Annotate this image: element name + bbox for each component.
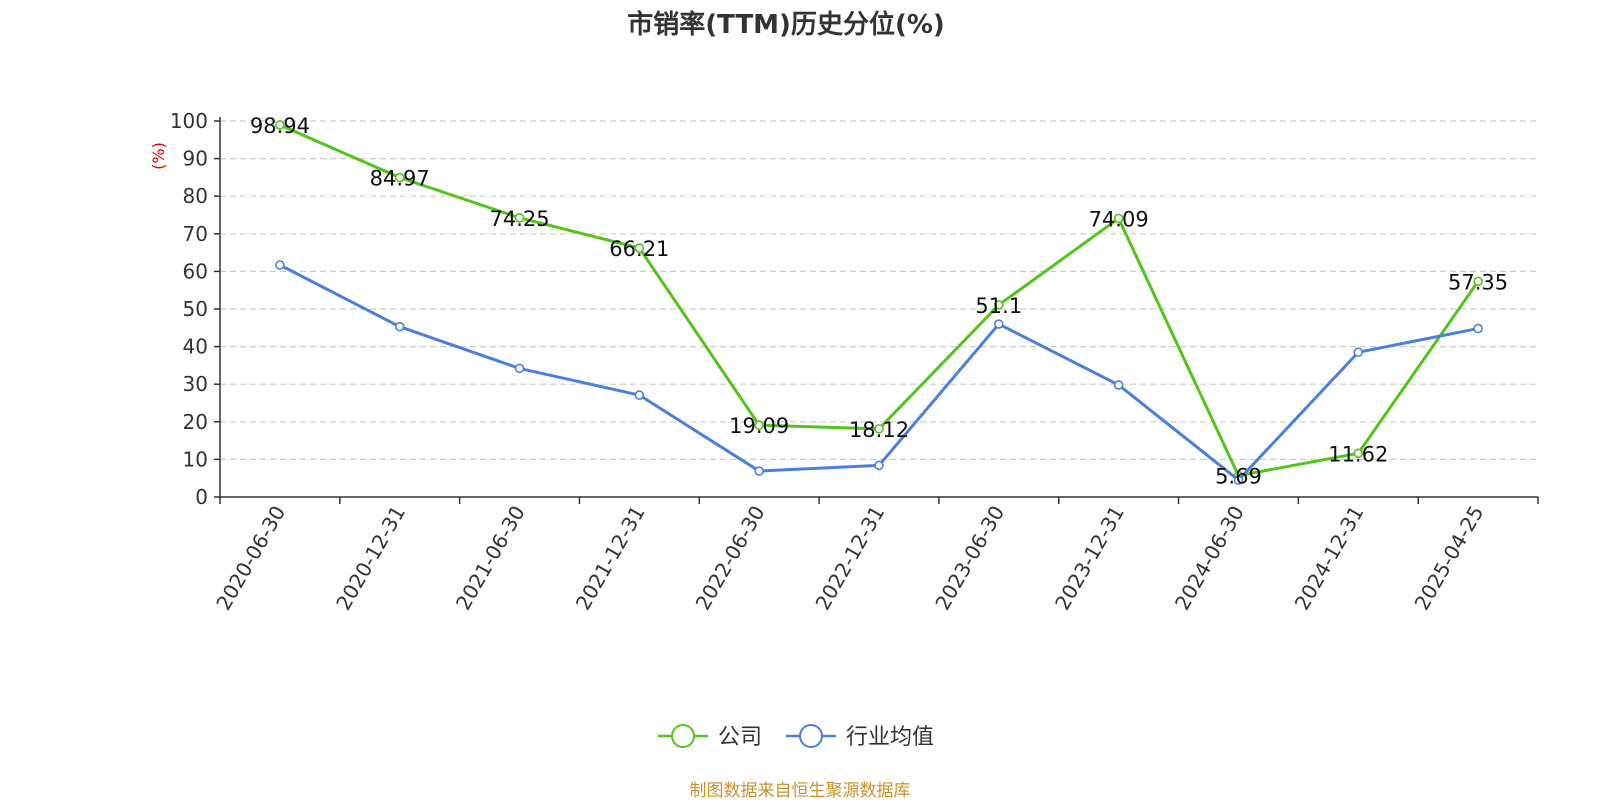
y-axis-label: (%) [149,142,168,170]
data-point [1113,380,1124,390]
x-tick-label: 2023-06-30 [930,501,1009,614]
x-tick-label: 2022-12-31 [810,502,889,615]
data-point [754,420,764,431]
data-point [275,120,285,130]
legend-label: 公司 [718,725,762,750]
data-point [634,243,645,253]
data-point [994,300,1004,310]
legend-circle-icon [671,724,695,748]
data-point [1353,347,1364,358]
data-point [754,466,764,476]
data-label: 18.12 [849,418,909,442]
x-tick-label: 2021-12-31 [571,502,650,615]
data-point [394,321,405,332]
x-tick-label: 2025-04-25 [1410,502,1489,615]
series-lines [275,120,1483,485]
data-point [1473,276,1483,287]
x-tick-label: 2022-06-30 [691,502,770,615]
y-tick-label: 0 [195,485,208,509]
y-tick-label: 40 [183,335,208,359]
legend-circle-icon [799,724,823,748]
data-point [874,460,884,471]
data-label: 74.25 [489,207,549,231]
x-tick-label: 2023-12-31 [1050,502,1129,615]
data-point [634,390,645,400]
data-label: 57.35 [1448,270,1508,294]
x-tick-label: 2024-12-31 [1290,502,1369,615]
y-tick-label: 70 [183,222,208,246]
y-tick-label: 100 [170,109,208,133]
data-point [514,213,525,223]
x-tick-label: 2020-06-30 [211,502,290,615]
y-tick-label: 10 [183,447,208,471]
data-label: 84.97 [370,167,430,191]
data-label: 74.09 [1089,207,1149,231]
series-line-1 [279,263,1479,482]
data-label: 11.62 [1328,442,1388,466]
chart-title: 市销率(TTM)历史分位(%) [627,9,945,40]
data-point [514,363,525,374]
legend-item-0: 公司 [658,724,762,750]
data-point [275,260,285,270]
y-tick-label: 80 [183,184,208,208]
data-point [1113,213,1124,224]
y-tick-label: 60 [183,259,208,283]
legend: 公司 行业均值 [658,724,934,750]
y-tick-label: 20 [183,410,208,434]
data-point [1233,475,1244,485]
x-tick-label: 2024-06-30 [1170,502,1249,615]
y-tick-label: 90 [183,147,208,171]
data-point [874,424,884,434]
data-label: 19.09 [729,414,789,438]
data-labels: 98.94 84.97 74.25 66.21 19.09 18.12 51.1 74.09 5… [250,114,1508,489]
legend-label: 行业均值 [846,725,934,750]
data-label: 51.1 [975,294,1022,318]
data-point [1353,448,1364,459]
data-label: 66.21 [609,237,669,261]
data-point [994,319,1004,329]
data-point [1473,323,1483,334]
x-tick-label: 2020-12-31 [331,502,410,615]
data-label: 98.94 [250,114,310,138]
legend-item-1: 行业均值 [786,724,934,750]
data-label: 5.69 [1215,465,1262,489]
y-tick-label: 30 [183,372,208,396]
y-tick-label: 50 [183,297,208,321]
x-tick-label: 2021-06-30 [451,502,530,615]
data-point [394,172,405,183]
source-note: 制图数据来自恒生聚源数据库 [690,781,911,800]
